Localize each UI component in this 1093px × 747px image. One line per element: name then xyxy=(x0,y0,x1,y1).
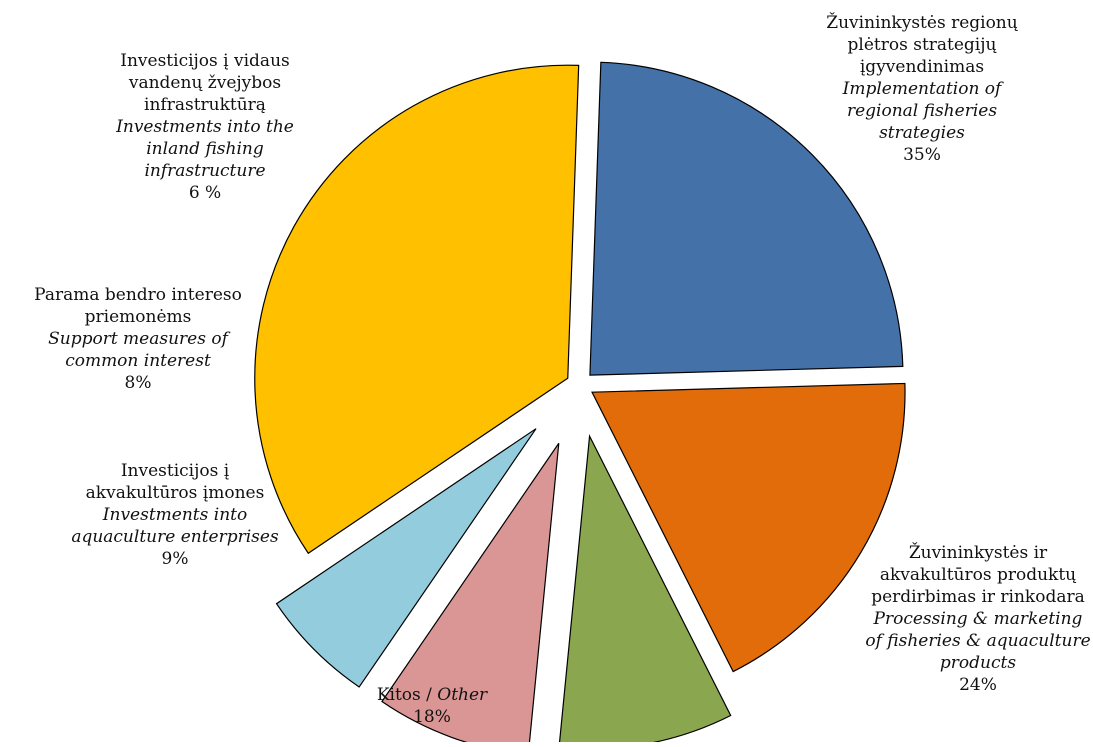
slice-label-en-line: common interest xyxy=(65,351,211,371)
slice-percent-label: 35% xyxy=(903,145,941,165)
slice-percent-label: 8% xyxy=(125,373,152,393)
slice-label-lt-line: Žuvininkystės regionų xyxy=(826,12,1017,33)
slice-label-lt-line: akvakultūros įmones xyxy=(86,483,265,503)
slice-label-en-line: strategies xyxy=(879,123,965,143)
slice-label-en-line: Implementation of xyxy=(842,79,1004,99)
slice-label-en-line: products xyxy=(940,653,1016,673)
slice-label-en-line: inland fishing xyxy=(146,139,264,159)
slice-label-lt-line: akvakultūros produktų xyxy=(880,565,1076,585)
slice-label-en-line: Investments into the xyxy=(115,117,294,137)
slice-label-title: Kitos / Other xyxy=(377,685,488,705)
slice-label-lt-line: Žuvininkystės ir xyxy=(909,542,1048,563)
slice-percent-label: 24% xyxy=(959,675,997,695)
slice-label-en-line: Processing & marketing xyxy=(873,609,1083,629)
pie-slice-2 xyxy=(589,61,904,376)
pie-slice-3 xyxy=(591,382,906,673)
slice-percent-label: 18% xyxy=(413,707,451,727)
slice-label-en: Other xyxy=(437,685,488,705)
slice-label-lt-line: plėtros strategijų xyxy=(848,35,997,55)
slice-label-en-line: Investments into xyxy=(102,505,247,525)
slice-label-lt-line: perdirbimas ir rinkodara xyxy=(871,587,1085,607)
slice-label-lt-line: įgyvendinimas xyxy=(860,57,984,77)
slice-label-en-line: aquaculture enterprises xyxy=(71,527,279,547)
slice-label-en-line: Support measures of xyxy=(48,329,230,349)
pie-slice-6 xyxy=(275,428,537,688)
slice-label-lt-line: Parama bendro intereso xyxy=(34,285,242,305)
slice-label-lt-line: infrastruktūrą xyxy=(144,95,266,115)
slice-label-en-line: regional fisheries xyxy=(847,101,997,121)
slice-label-5: Parama bendro interesopriemonėmsSupport … xyxy=(34,285,242,393)
pie-slice-1 xyxy=(254,64,580,555)
slice-label-en-line: infrastructure xyxy=(144,161,265,181)
slice-percent-label: 9% xyxy=(162,549,189,569)
slice-label-lt-line: Investicijos į vidaus xyxy=(120,51,290,71)
slice-label-lt-line: priemonėms xyxy=(85,307,192,327)
slice-percent-label: 6 % xyxy=(189,183,221,203)
slice-label-lt-line: Investicijos į xyxy=(121,461,230,481)
slice-label-lt-line: vandenų žvejybos xyxy=(128,73,281,93)
slice-label-lt: Kitos / xyxy=(377,685,437,705)
pie-slice-5 xyxy=(381,442,560,747)
slice-label-en-line: of fisheries & aquaculture xyxy=(865,631,1090,651)
